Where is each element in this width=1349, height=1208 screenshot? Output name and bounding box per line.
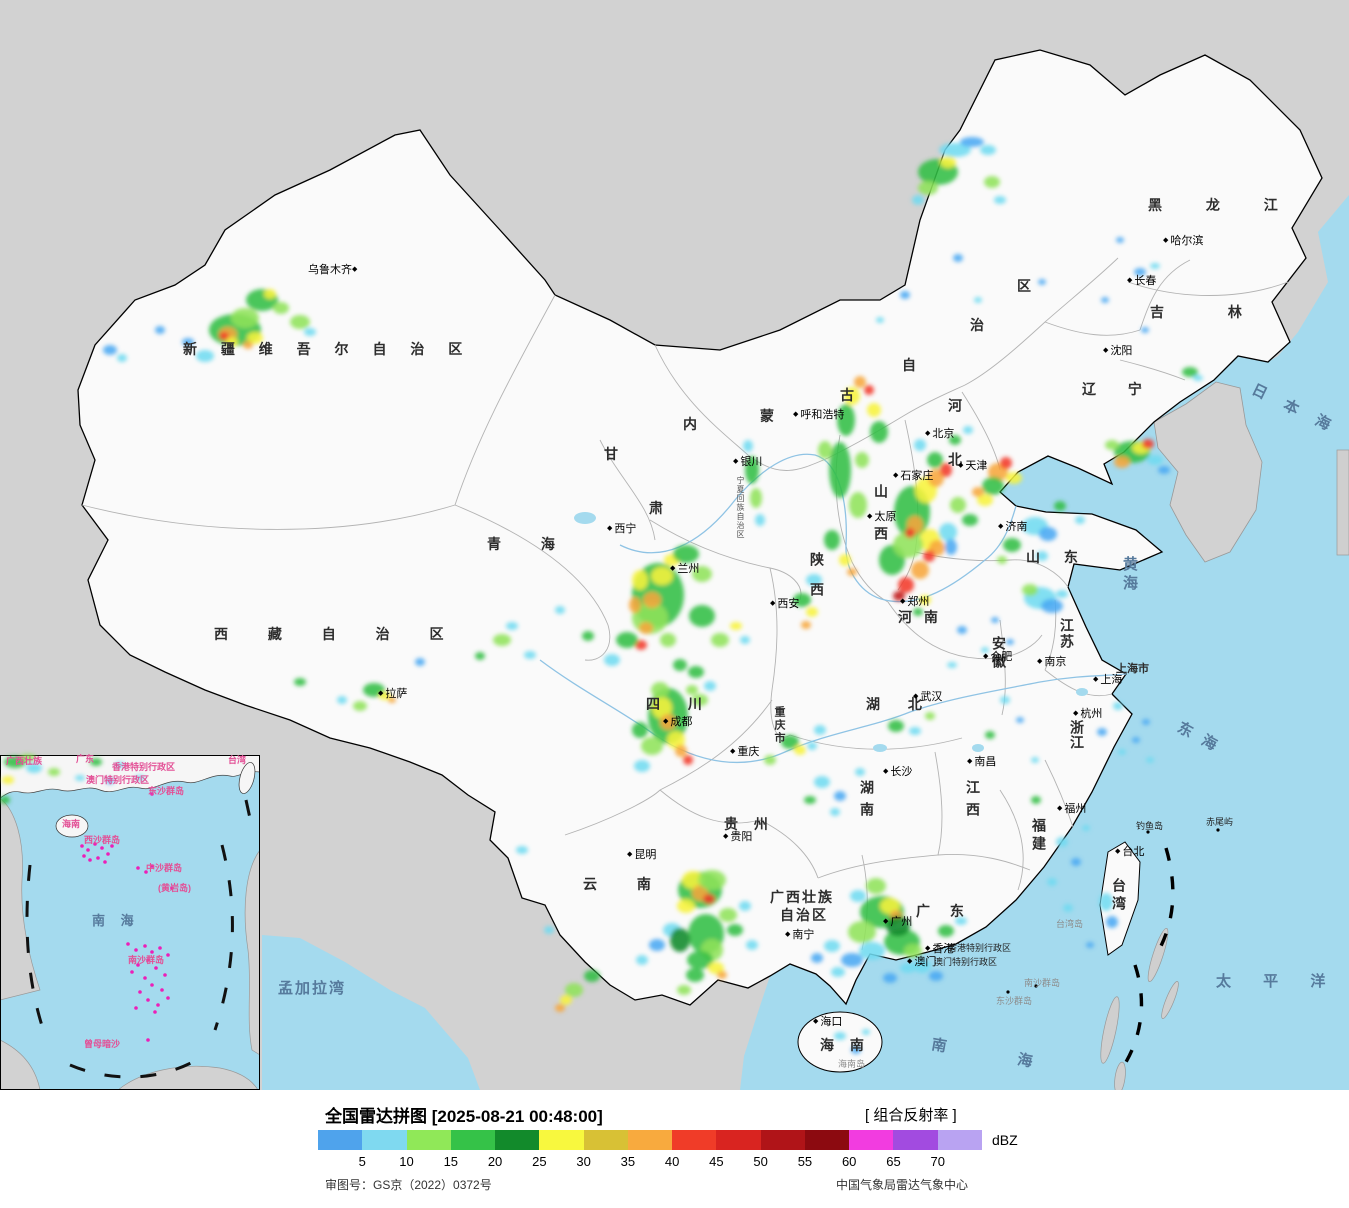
colorbar-tick: 65 xyxy=(886,1154,901,1169)
colorbar-tick: 60 xyxy=(841,1154,857,1169)
colorbar-segment xyxy=(362,1130,407,1150)
china-boundary xyxy=(77,49,1323,1006)
colorbar-segment xyxy=(539,1130,584,1150)
colorbar-segment xyxy=(627,1130,673,1150)
map-title: 全国雷达拼图 [2025-08-21 00:48:00] xyxy=(325,1107,603,1126)
colorbar-segment xyxy=(450,1130,496,1150)
colorbar-segment xyxy=(716,1130,761,1150)
inset-vietnam xyxy=(0,797,41,1001)
korea-peninsula xyxy=(1153,381,1263,563)
province-borders xyxy=(81,257,1289,951)
colorbar-tick: 55 xyxy=(797,1154,813,1169)
hainan-island xyxy=(797,1011,883,1073)
dbz-colorbar xyxy=(318,1130,982,1150)
colorbar-tick: 5 xyxy=(358,1154,366,1169)
foreign-land-layer xyxy=(1100,381,1349,1090)
colorbar-tick: 50 xyxy=(753,1154,768,1169)
product-label: [ 组合反射率 ] xyxy=(865,1107,957,1124)
lakes xyxy=(574,512,1088,752)
legend-bar: 全国雷达拼图 [2025-08-21 00:48:00] [ 组合反射率 ] d… xyxy=(0,1090,1349,1208)
colorbar-tick: 45 xyxy=(709,1154,724,1169)
colorbar-tick: 25 xyxy=(532,1154,547,1169)
colorbar-tick: 40 xyxy=(664,1154,680,1169)
dbz-unit: dBZ xyxy=(992,1132,1018,1148)
colorbar-segment xyxy=(937,1130,982,1150)
colorbar-segment xyxy=(849,1130,894,1150)
china-radar-map: 黑 龙 江吉 林辽 宁内蒙古自治区新 疆 维 吾 尔 自 治 区甘肃青 海西 藏… xyxy=(0,0,1349,1090)
colorbar-tick: 15 xyxy=(443,1154,459,1169)
colorbar-tick: 35 xyxy=(620,1154,636,1169)
japan-edge xyxy=(1336,449,1349,556)
colorbar-segment xyxy=(672,1130,717,1150)
inset-taiwan xyxy=(238,762,256,794)
inset-borneo xyxy=(117,1065,259,1090)
colorbar-segment xyxy=(406,1130,451,1150)
island-marks-layer xyxy=(80,792,174,1042)
nine-dash-line xyxy=(25,799,255,1079)
colorbar-segment xyxy=(318,1130,363,1150)
south-china-sea-inset xyxy=(0,755,260,1090)
small-island-dots xyxy=(1006,828,1220,994)
inset-hainan xyxy=(55,814,89,838)
colorbar-segment xyxy=(760,1130,805,1150)
dashed-boundary-lines xyxy=(1124,847,1175,1063)
colorbar-tick: 70 xyxy=(930,1154,945,1169)
colorbar-segment xyxy=(583,1130,628,1150)
colorbar-tick: 30 xyxy=(576,1154,591,1169)
dbz-ticks: 5 10 15 20 25 30 35 40 45 50 55 60 65 70 xyxy=(318,1154,982,1170)
bay-of-bengal xyxy=(262,935,480,1090)
colorbar-segment xyxy=(893,1130,938,1150)
approval-number: 审图号：GS京（2022）0372号 xyxy=(325,1178,492,1192)
colorbar-segment xyxy=(804,1130,850,1150)
credit: 中国气象局雷达气象中心 xyxy=(836,1178,969,1192)
colorbar-segment xyxy=(495,1130,540,1150)
map-svg xyxy=(0,0,1349,1090)
colorbar-tick: 20 xyxy=(487,1154,503,1169)
colorbar-tick: 10 xyxy=(399,1154,414,1169)
inset-border xyxy=(0,755,260,1090)
inset-philippines xyxy=(244,849,260,1056)
radar-echo-layer xyxy=(0,137,1203,1054)
